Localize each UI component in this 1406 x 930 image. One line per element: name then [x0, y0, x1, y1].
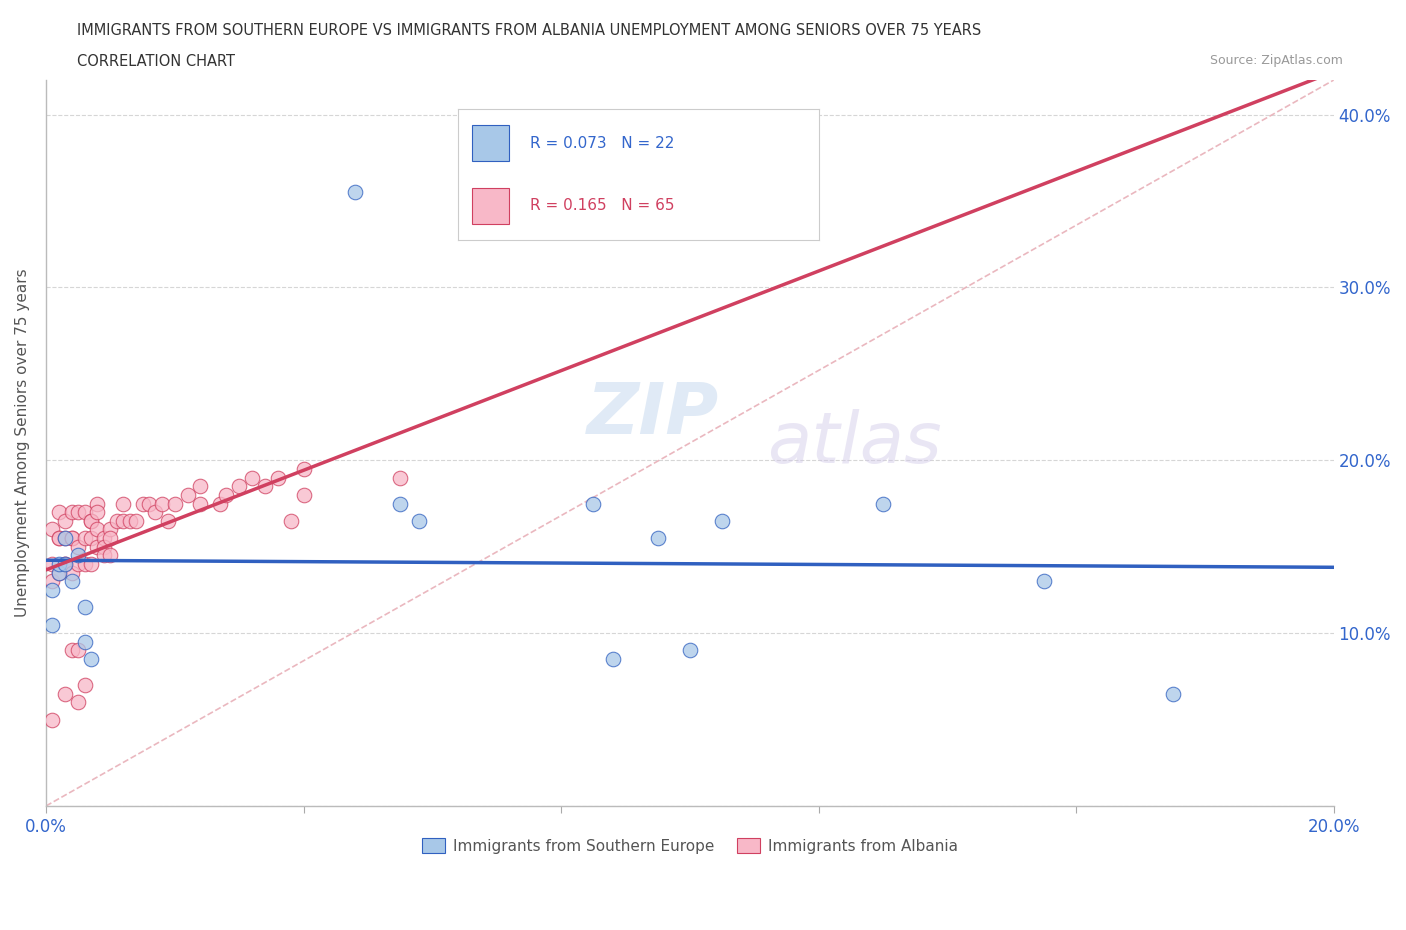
Text: ZIP: ZIP — [586, 379, 718, 448]
Point — [208, 496, 231, 511]
Legend: Immigrants from Southern Europe, Immigrants from Albania: Immigrants from Southern Europe, Immigra… — [416, 832, 963, 860]
Point — [98, 548, 121, 563]
Point — [190, 496, 212, 511]
Point — [93, 548, 115, 563]
Point — [228, 479, 250, 494]
Point — [86, 539, 108, 554]
Point — [131, 496, 153, 511]
Point — [41, 712, 63, 727]
Point — [80, 513, 103, 528]
Point — [602, 652, 624, 667]
Point — [98, 522, 121, 537]
Point — [48, 531, 70, 546]
Point — [48, 556, 70, 571]
Point — [73, 600, 96, 615]
Point — [53, 556, 76, 571]
Point — [408, 513, 430, 528]
Point — [80, 652, 103, 667]
Point — [73, 678, 96, 693]
Text: IMMIGRANTS FROM SOUTHERN EUROPE VS IMMIGRANTS FROM ALBANIA UNEMPLOYMENT AMONG SE: IMMIGRANTS FROM SOUTHERN EUROPE VS IMMIG… — [77, 23, 981, 38]
Point — [1032, 574, 1054, 589]
Point — [60, 574, 83, 589]
Point — [48, 505, 70, 520]
Point — [86, 522, 108, 537]
Point — [53, 531, 76, 546]
Point — [67, 643, 90, 658]
Point — [60, 531, 83, 546]
Point — [157, 513, 180, 528]
Point — [711, 513, 734, 528]
Point — [343, 185, 366, 200]
Point — [41, 618, 63, 632]
Point — [41, 522, 63, 537]
Point — [582, 496, 605, 511]
Point — [215, 487, 238, 502]
Point — [389, 471, 412, 485]
Point — [105, 513, 128, 528]
Point — [679, 643, 702, 658]
Text: CORRELATION CHART: CORRELATION CHART — [77, 54, 235, 69]
Point — [67, 556, 90, 571]
Point — [48, 531, 70, 546]
Point — [93, 531, 115, 546]
Point — [67, 548, 90, 563]
Point — [240, 471, 263, 485]
Point — [150, 496, 173, 511]
Point — [53, 556, 76, 571]
Point — [112, 513, 135, 528]
Point — [86, 496, 108, 511]
Point — [60, 565, 83, 580]
Point — [872, 496, 894, 511]
Point — [53, 531, 76, 546]
Point — [67, 695, 90, 710]
Point — [118, 513, 141, 528]
Point — [53, 556, 76, 571]
Point — [145, 505, 167, 520]
Point — [267, 471, 290, 485]
Point — [41, 582, 63, 597]
Point — [60, 505, 83, 520]
Point — [292, 461, 315, 476]
Point — [53, 513, 76, 528]
Point — [48, 565, 70, 580]
Point — [73, 531, 96, 546]
Point — [41, 574, 63, 589]
Point — [67, 539, 90, 554]
Point — [176, 487, 198, 502]
Point — [48, 565, 70, 580]
Point — [60, 531, 83, 546]
Point — [98, 531, 121, 546]
Point — [67, 505, 90, 520]
Point — [86, 505, 108, 520]
Point — [138, 496, 160, 511]
Point — [190, 479, 212, 494]
Point — [41, 556, 63, 571]
Point — [125, 513, 148, 528]
Point — [73, 634, 96, 649]
Point — [389, 496, 412, 511]
Point — [647, 531, 669, 546]
Point — [93, 539, 115, 554]
Point — [60, 643, 83, 658]
Point — [280, 513, 302, 528]
Point — [53, 686, 76, 701]
Point — [1161, 686, 1184, 701]
Text: Source: ZipAtlas.com: Source: ZipAtlas.com — [1209, 54, 1343, 67]
Point — [112, 496, 135, 511]
Point — [80, 531, 103, 546]
Point — [80, 513, 103, 528]
Point — [163, 496, 186, 511]
Point — [292, 487, 315, 502]
Text: atlas: atlas — [768, 408, 942, 477]
Y-axis label: Unemployment Among Seniors over 75 years: Unemployment Among Seniors over 75 years — [15, 269, 30, 618]
Point — [73, 505, 96, 520]
Point — [80, 556, 103, 571]
Point — [253, 479, 276, 494]
Point — [73, 556, 96, 571]
